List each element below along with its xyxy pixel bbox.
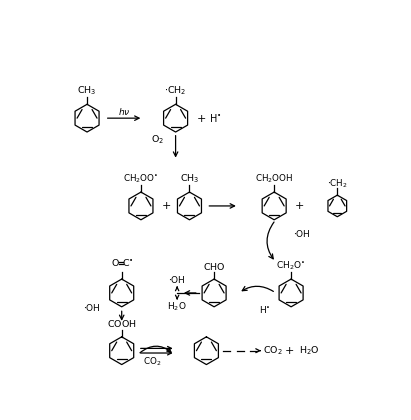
Text: $+$: $+$ (196, 113, 206, 123)
Text: $\mathregular{CO_2}$: $\mathregular{CO_2}$ (263, 344, 282, 357)
Text: $\mathregular{H}^{\bullet}$: $\mathregular{H}^{\bullet}$ (209, 112, 222, 124)
Text: $h\nu$: $h\nu$ (118, 106, 130, 117)
Text: $\mathregular{C}^{\bullet}$: $\mathregular{C}^{\bullet}$ (122, 257, 134, 268)
Text: $\cdot\mathregular{CH_2}$: $\cdot\mathregular{CH_2}$ (327, 177, 348, 190)
Text: $\mathregular{CH_2O}^{\bullet}$: $\mathregular{CH_2O}^{\bullet}$ (276, 260, 306, 272)
Text: $\cdot\mathregular{OH}$: $\cdot\mathregular{OH}$ (168, 273, 186, 285)
Text: $\cdot\mathregular{OH}$: $\cdot\mathregular{OH}$ (83, 302, 101, 313)
Text: $\mathregular{COOH}$: $\mathregular{COOH}$ (107, 318, 136, 329)
Text: $\mathregular{CH_2OO}^{\bullet}$: $\mathregular{CH_2OO}^{\bullet}$ (123, 173, 159, 185)
Text: $\mathregular{CHO}$: $\mathregular{CHO}$ (203, 260, 225, 271)
Text: $\mathregular{H_2O}$: $\mathregular{H_2O}$ (167, 301, 187, 313)
Text: $+$: $+$ (284, 345, 295, 356)
Text: $\mathregular{CH_3}$: $\mathregular{CH_3}$ (77, 85, 97, 97)
Text: $\mathregular{CH_2OOH}$: $\mathregular{CH_2OOH}$ (255, 173, 293, 185)
Text: $+$: $+$ (161, 200, 171, 211)
Text: $\cdot\mathregular{OH}$: $\cdot\mathregular{OH}$ (293, 228, 310, 239)
Text: $\mathregular{O}$: $\mathregular{O}$ (111, 257, 120, 268)
Text: $\mathregular{CO_2}$: $\mathregular{CO_2}$ (143, 356, 162, 368)
Text: $\mathregular{H}^{\bullet}$: $\mathregular{H}^{\bullet}$ (259, 304, 271, 315)
Text: $\cdot\mathregular{CH_2}$: $\cdot\mathregular{CH_2}$ (164, 85, 187, 97)
Text: $+$: $+$ (294, 200, 304, 211)
Text: $\mathregular{CH_3}$: $\mathregular{CH_3}$ (180, 173, 199, 185)
Text: $\mathregular{H_2O}$: $\mathregular{H_2O}$ (299, 344, 320, 357)
Text: $\mathregular{O_2}$: $\mathregular{O_2}$ (151, 134, 164, 146)
